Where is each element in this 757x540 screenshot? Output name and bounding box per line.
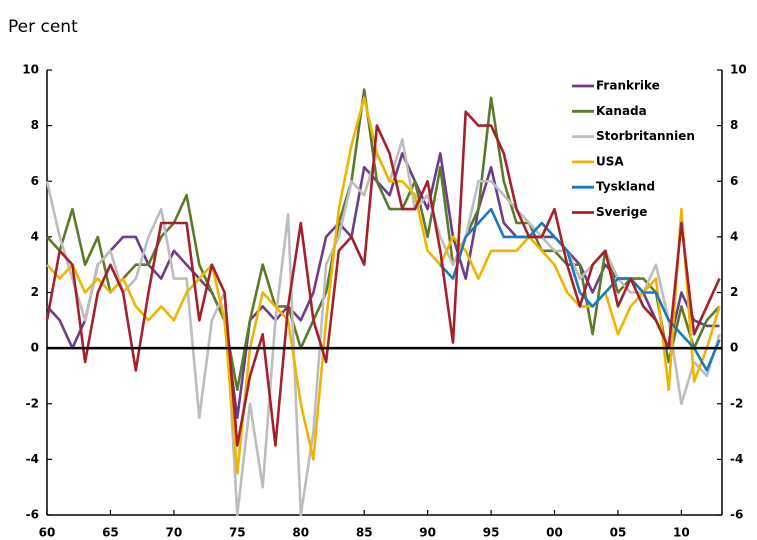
x-tick-label: 95 (483, 526, 500, 540)
y-tick-label: 6 (31, 174, 39, 188)
y-tick-label: -6 (26, 508, 39, 522)
legend-label: Sverige (596, 205, 647, 219)
y-tick-label: 2 (31, 285, 39, 299)
x-tick-label: 90 (419, 526, 436, 540)
x-tick-label: 65 (102, 526, 119, 540)
y-tick-label: 0 (31, 341, 39, 355)
y2-tick-label: -4 (730, 452, 743, 466)
x-tick-label: 05 (610, 526, 627, 540)
y2-tick-label: -2 (730, 396, 743, 410)
y-tick-label: 8 (31, 118, 39, 132)
x-tick-label: 70 (166, 526, 183, 540)
y2-tick-label: 4 (730, 229, 738, 243)
x-tick-label: 85 (356, 526, 373, 540)
y2-tick-label: -6 (730, 508, 743, 522)
series-line (439, 207, 721, 372)
y2-tick-label: 2 (730, 285, 738, 299)
legend-label: Frankrike (596, 79, 660, 93)
y2-tick-label: 10 (730, 63, 747, 77)
x-tick-label: 75 (229, 526, 246, 540)
x-tick-label: 00 (546, 526, 563, 540)
series-line (45, 110, 721, 447)
x-tick-label: 60 (39, 526, 56, 540)
y2-tick-label: 6 (730, 174, 738, 188)
x-tick-label: 80 (292, 526, 309, 540)
chart-title: Per cent (8, 17, 78, 37)
y-tick-label: -2 (26, 396, 39, 410)
legend-label: Kanada (596, 104, 647, 118)
series-line (46, 96, 721, 475)
legend-label: Storbritannien (596, 129, 695, 143)
y-tick-label: -4 (26, 452, 39, 466)
legend-label: Tyskland (596, 180, 655, 194)
series-line (46, 152, 720, 419)
y2-tick-label: 8 (730, 118, 738, 132)
y-tick-label: 10 (22, 63, 39, 77)
x-tick-label: 10 (673, 526, 690, 540)
legend-label: USA (596, 154, 624, 168)
y2-tick-label: 0 (730, 341, 738, 355)
y-tick-label: 4 (31, 229, 39, 243)
